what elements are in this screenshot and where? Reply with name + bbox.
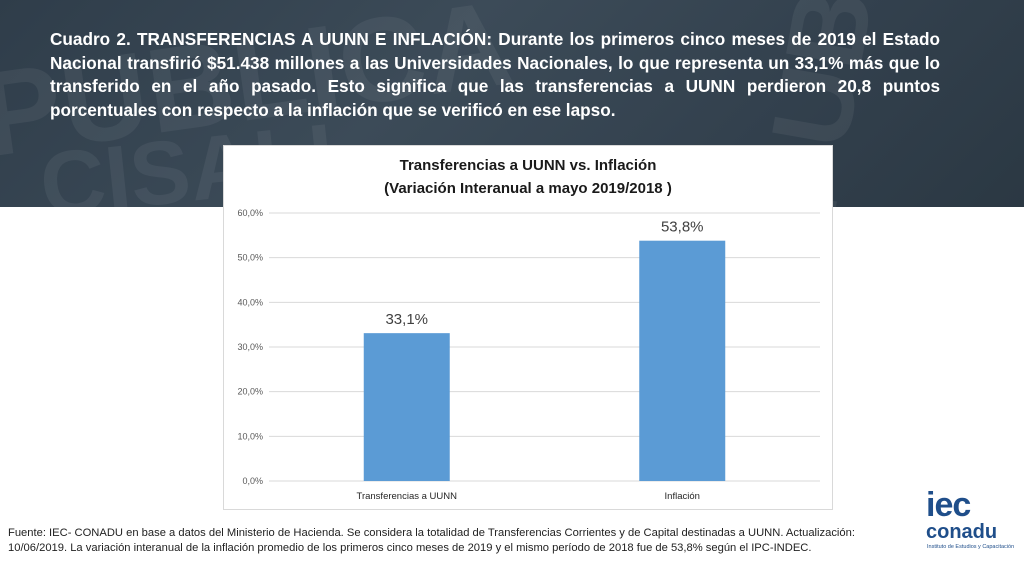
source-footnote: Fuente: IEC- CONADU en base a datos del … — [8, 527, 855, 554]
y-tick-label: 10,0% — [237, 431, 263, 441]
chart-title: Transferencias a UUNN vs. Inflación — [400, 157, 657, 174]
page-title: Cuadro 2. TRANSFERENCIAS A UUNN E INFLAC… — [50, 29, 940, 120]
x-tick-label: Inflación — [665, 491, 700, 502]
data-label: 53,8% — [661, 219, 704, 236]
x-tick-label: Transferencias a UUNN — [357, 491, 458, 502]
logo-brand-bottom: conadu — [926, 521, 998, 543]
chart-subtitle: (Variación Interanual a mayo 2019/2018 ) — [384, 180, 672, 197]
y-tick-label: 60,0% — [237, 208, 263, 218]
bar-1 — [363, 333, 450, 481]
chart-panel: Transferencias a UUNN vs. Inflación (Vari… — [223, 145, 833, 510]
y-tick-label: 20,0% — [237, 387, 263, 397]
data-label: 33,1% — [385, 311, 428, 328]
y-tick-label: 40,0% — [237, 297, 263, 307]
bar-chart: Transferencias a UUNN vs. Inflación (Vari… — [237, 157, 820, 502]
y-tick-label: 50,0% — [237, 253, 263, 263]
iec-conadu-logo: iec conadu Instituto de Estudios y Capac… — [924, 486, 1020, 562]
logo-brand-top: iec — [926, 486, 971, 524]
bar-2 — [639, 240, 726, 481]
y-tick-label: 30,0% — [237, 342, 263, 352]
logo-tagline: Instituto de Estudios y Capacitación — [927, 544, 1015, 550]
y-tick-label: 0,0% — [242, 476, 263, 486]
